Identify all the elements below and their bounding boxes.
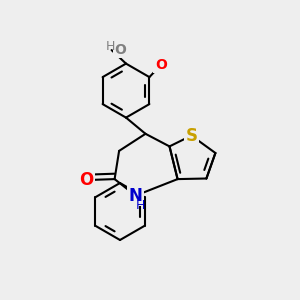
- Text: O: O: [155, 58, 167, 72]
- Text: O: O: [79, 171, 94, 189]
- Text: N: N: [129, 187, 142, 205]
- Text: S: S: [185, 127, 197, 145]
- Text: H: H: [105, 40, 115, 53]
- Text: H: H: [135, 199, 145, 212]
- Text: O: O: [115, 43, 127, 57]
